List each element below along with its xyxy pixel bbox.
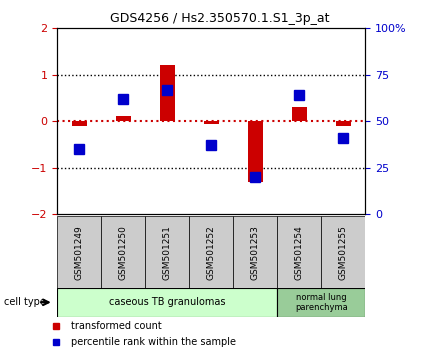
Bar (277, 216, 321, 289)
Bar (72, 121, 87, 126)
Bar (189, 216, 233, 289)
Bar (57, 216, 101, 289)
Bar (204, 121, 219, 124)
Text: caseous TB granulomas: caseous TB granulomas (109, 297, 225, 307)
Text: GSM501251: GSM501251 (163, 225, 172, 280)
Text: GSM501254: GSM501254 (295, 225, 304, 280)
Text: GSM501255: GSM501255 (339, 225, 348, 280)
Text: cell type: cell type (4, 297, 46, 307)
Bar (57, 288, 277, 317)
Bar (336, 121, 351, 126)
Text: GSM501252: GSM501252 (207, 225, 216, 280)
Text: transformed count: transformed count (71, 321, 162, 331)
Text: percentile rank within the sample: percentile rank within the sample (71, 337, 236, 348)
Text: GDS4256 / Hs2.350570.1.S1_3p_at: GDS4256 / Hs2.350570.1.S1_3p_at (110, 12, 330, 25)
Bar (101, 216, 145, 289)
Text: GSM501253: GSM501253 (251, 225, 260, 280)
Text: GSM501250: GSM501250 (119, 225, 128, 280)
Bar (160, 65, 175, 121)
Text: GSM501249: GSM501249 (75, 225, 84, 280)
Bar (321, 216, 365, 289)
Bar (145, 216, 189, 289)
Bar (277, 288, 365, 317)
Text: normal lung
parenchyma: normal lung parenchyma (295, 293, 348, 312)
Bar (292, 107, 307, 121)
Bar (116, 116, 131, 121)
Bar (248, 121, 263, 182)
Bar (233, 216, 277, 289)
